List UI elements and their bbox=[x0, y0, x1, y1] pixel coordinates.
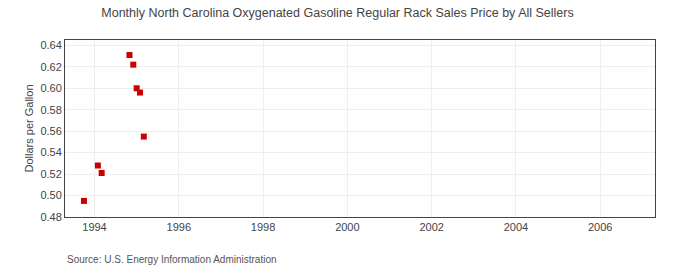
svg-text:1994: 1994 bbox=[82, 221, 106, 233]
svg-text:0.62: 0.62 bbox=[40, 61, 61, 73]
svg-text:2006: 2006 bbox=[588, 221, 612, 233]
svg-text:0.64: 0.64 bbox=[40, 39, 61, 51]
svg-text:2004: 2004 bbox=[504, 221, 528, 233]
svg-text:Dollars per Gallon: Dollars per Gallon bbox=[23, 84, 35, 172]
svg-text:0.48: 0.48 bbox=[40, 211, 61, 223]
svg-text:0.58: 0.58 bbox=[40, 104, 61, 116]
svg-text:1996: 1996 bbox=[167, 221, 191, 233]
svg-text:0.50: 0.50 bbox=[40, 189, 61, 201]
svg-text:0.56: 0.56 bbox=[40, 125, 61, 137]
svg-text:0.54: 0.54 bbox=[40, 146, 61, 158]
svg-text:0.60: 0.60 bbox=[40, 82, 61, 94]
svg-text:2000: 2000 bbox=[335, 221, 359, 233]
svg-text:Monthly North Carolina Oxygena: Monthly North Carolina Oxygenated Gasoli… bbox=[101, 6, 573, 20]
svg-text:Source: U.S. Energy Informatio: Source: U.S. Energy Information Administ… bbox=[67, 254, 277, 265]
svg-text:1998: 1998 bbox=[251, 221, 275, 233]
svg-text:2002: 2002 bbox=[419, 221, 443, 233]
svg-text:0.52: 0.52 bbox=[40, 168, 61, 180]
